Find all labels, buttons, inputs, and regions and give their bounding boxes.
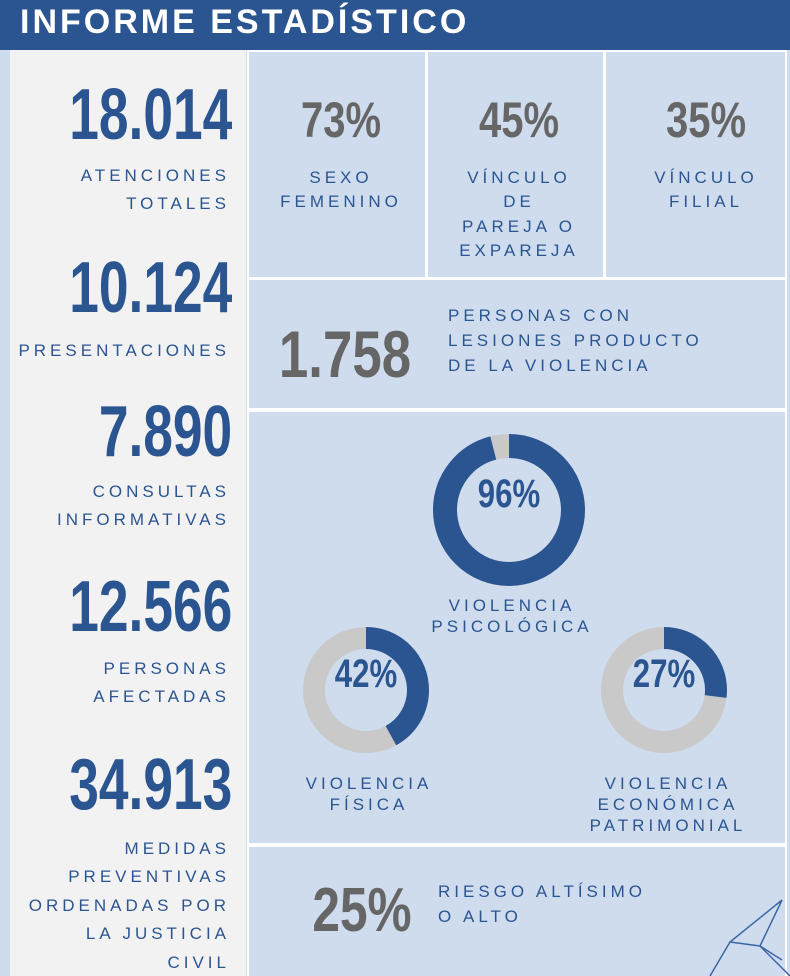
label-line: PREVENTIVAS — [68, 867, 230, 886]
label-line: INFORMATIVAS — [57, 510, 230, 529]
label-line: PRESENTACIONES — [18, 340, 230, 360]
label-line: VÍNCULO — [467, 167, 571, 187]
label-line: AFECTADAS — [93, 687, 230, 706]
tile — [247, 50, 427, 279]
tile-value: 35% — [665, 92, 747, 148]
label-line: VÍNCULO — [654, 167, 758, 187]
label-line: CIVIL — [167, 952, 230, 972]
label-line: PERSONAS — [103, 658, 230, 678]
donut-arc — [601, 627, 727, 753]
injuries-value: 1.758 — [278, 317, 412, 391]
label-line: FILIAL — [668, 192, 744, 211]
donut-label: 96% — [477, 472, 541, 516]
label-line: RIESGO ALTÍSIMO — [438, 881, 646, 901]
header-title: INFORME ESTADÍSTICO — [20, 3, 470, 41]
stat-number: 10.124 — [69, 248, 232, 328]
label-line: PATRIMONIAL — [589, 815, 747, 835]
donut-arc — [303, 627, 429, 753]
label-line: LA JUSTICIA — [85, 924, 230, 943]
stat-number: 7.890 — [98, 392, 232, 472]
tile — [604, 50, 787, 279]
label-line: FÍSICA — [329, 794, 409, 814]
stat-number: 34.913 — [69, 745, 232, 825]
stat-number: 18.014 — [69, 75, 232, 155]
donut-arc — [433, 434, 585, 586]
label-line: ATENCIONES — [80, 165, 230, 185]
label-line: ORDENADAS POR — [28, 895, 230, 915]
label-line: VIOLENCIA — [604, 773, 732, 793]
risk-value: 25% — [312, 876, 412, 945]
decoration — [709, 899, 790, 976]
label-line: DE LA VIOLENCIA — [448, 355, 652, 375]
tile-value: 73% — [300, 92, 382, 148]
donut-label: 42% — [334, 652, 398, 696]
tile-value: 45% — [478, 92, 560, 148]
label-line: PAREJA O — [462, 216, 576, 236]
label-line: O ALTO — [438, 906, 522, 926]
label-line: FEMENINO — [280, 192, 402, 211]
risk-panel — [247, 845, 787, 976]
label-line: DE — [503, 192, 535, 211]
label-line: MEDIDAS — [124, 838, 230, 858]
label-line: ECONÓMICA — [597, 794, 739, 814]
header-bar — [0, 0, 790, 50]
label-line: VIOLENCIA — [448, 595, 576, 615]
label-line: VIOLENCIA — [305, 773, 433, 793]
label-line: TOTALES — [126, 194, 230, 213]
injuries-panel — [247, 278, 787, 410]
label-line: EXPAREJA — [459, 241, 579, 260]
left-panel — [10, 50, 246, 976]
donut-panel — [247, 410, 787, 845]
label-line: SEXO — [309, 167, 373, 187]
stat-number: 12.566 — [69, 567, 232, 647]
tile — [426, 50, 605, 279]
label-line: PSICOLÓGICA — [431, 616, 593, 636]
label-line: CONSULTAS — [92, 481, 230, 501]
label-line: PERSONAS CON — [448, 305, 633, 325]
label-line: LESIONES PRODUCTO — [448, 330, 703, 350]
donut-label: 27% — [632, 652, 696, 696]
